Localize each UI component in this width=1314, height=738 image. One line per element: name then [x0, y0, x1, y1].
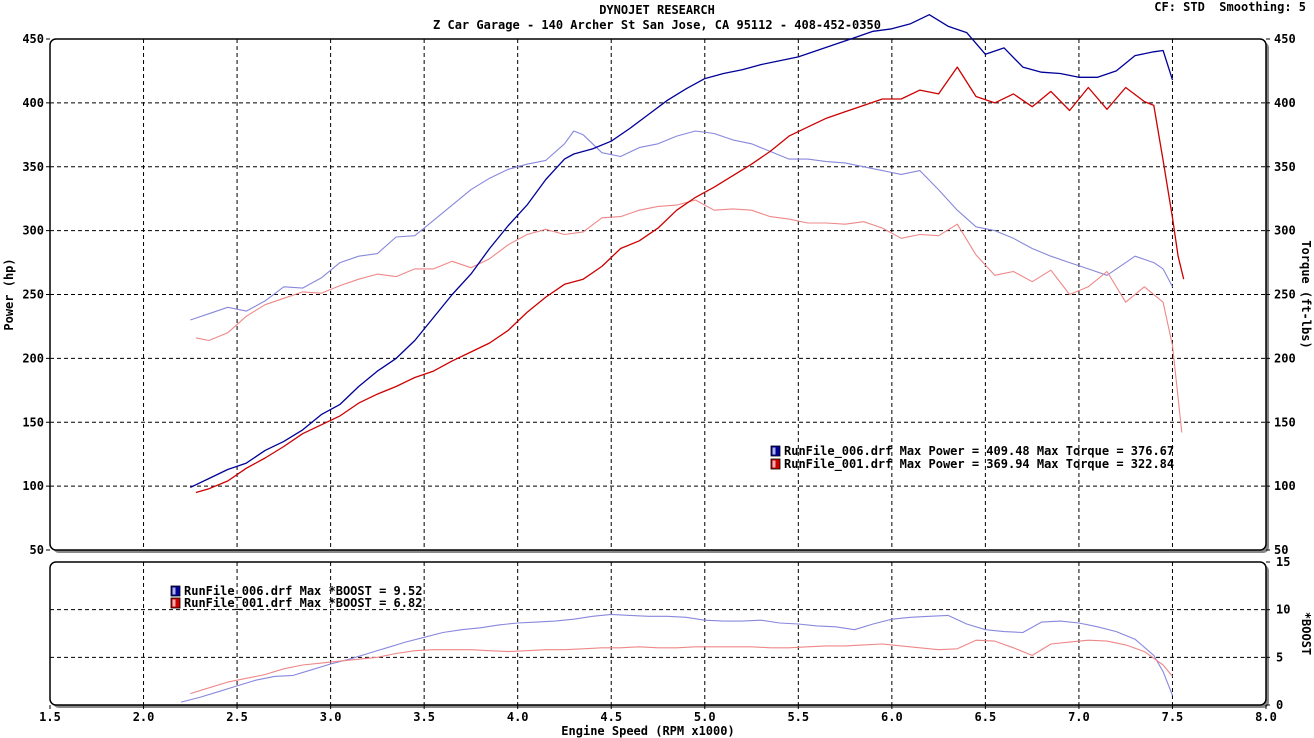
- x-tick-label: 6.5: [975, 710, 997, 724]
- x-tick-label: 7.0: [1068, 710, 1090, 724]
- y-tick-label-left: 450: [22, 32, 44, 46]
- boost-tick-label: 5: [1276, 650, 1283, 664]
- x-tick-label: 5.5: [787, 710, 809, 724]
- legend-entry-boost-1: RunFile_001.drf Max *BOOST = 6.82: [184, 596, 422, 611]
- power-torque-legend: RunFile_006.drf Max Power = 409.48 Max T…: [770, 444, 1174, 472]
- y-tick-label-left: 100: [22, 479, 44, 493]
- boost-axes: 0 5 10 15 *BOOST: [1266, 555, 1313, 712]
- y-tick-label-left: 400: [22, 96, 44, 110]
- x-tick-label: 3.0: [320, 710, 342, 724]
- x-tick-label: 8.0: [1255, 710, 1277, 724]
- y-tick-label-left: 200: [22, 351, 44, 365]
- boost-tick-label: 0: [1276, 698, 1283, 712]
- chart-title: DYNOJET RESEARCH: [599, 3, 715, 17]
- boost-legend: RunFile_006.drf Max *BOOST = 9.52RunFile…: [170, 584, 422, 611]
- boost-tick-label: 15: [1276, 555, 1290, 569]
- series-line-runfile-006-drf-power: [190, 14, 1174, 488]
- legend-swatch-main-1-highlight: [772, 460, 776, 468]
- x-axis-label: Engine Speed (RPM x1000): [561, 724, 734, 738]
- y-tick-label-left: 50: [30, 543, 44, 557]
- y-tick-label-left: 300: [22, 224, 44, 238]
- series-line-runfile-001-drf-power: [195, 66, 1185, 494]
- x-axis: 1.5 2.0 2.5 3.0 3.5 4.0 4.5 5.0 5.5 6.0 6.5 7.0 7.5 8…: [39, 705, 1277, 738]
- x-tick-label: 4.0: [507, 710, 529, 724]
- x-tick-label: 4.5: [600, 710, 622, 724]
- legend-swatch-boost-0-highlight: [172, 587, 176, 595]
- legend-entry-boost-0: RunFile_006.drf Max *BOOST = 9.52: [184, 584, 422, 599]
- boost-frame-rect: [49, 561, 1267, 706]
- y-tick-label-right: 450: [1274, 32, 1296, 46]
- legend-entry-main-1: RunFile_001.drf Max Power = 369.94 Max T…: [784, 457, 1174, 472]
- legend-swatch-main-0-highlight: [772, 447, 776, 455]
- boost-plot-area: [49, 561, 1269, 708]
- boost-grid: [50, 562, 1266, 705]
- y-axis-label-boost: *BOOST: [1299, 612, 1313, 655]
- x-tick-label: 5.0: [694, 710, 716, 724]
- series-line-runfile-001-drf-boost: [190, 639, 1173, 695]
- power-torque-plot-area: [49, 38, 1269, 553]
- power-torque-series: [190, 14, 1185, 494]
- y-tick-label-right: 350: [1274, 160, 1296, 174]
- y-tick-label-left: 150: [22, 415, 44, 429]
- boost-series: [180, 613, 1174, 703]
- power-torque-axes: 50 50 100 100 150 150 200 200 250 250 300 300 350 350…: [2, 32, 1313, 557]
- y-axis-label-power: Power (hp): [2, 258, 16, 330]
- y-tick-label-left: 350: [22, 160, 44, 174]
- y-tick-label-right: 200: [1274, 351, 1296, 365]
- dyno-settings-readout: CF: STD Smoothing: 5: [1154, 0, 1306, 14]
- x-tick-label: 2.0: [133, 710, 155, 724]
- series-line-runfile-006-drf-torque: [190, 130, 1173, 321]
- power-torque-grid: [50, 39, 1266, 550]
- x-tick-label: 2.5: [226, 710, 248, 724]
- y-tick-label-right: 50: [1274, 543, 1288, 557]
- y-tick-label-right: 300: [1274, 224, 1296, 238]
- series-line-runfile-001-drf-torque: [195, 199, 1183, 433]
- boost-tick-label: 10: [1276, 603, 1290, 617]
- y-tick-label-right: 150: [1274, 415, 1296, 429]
- x-tick-label: 3.5: [413, 710, 435, 724]
- legend-entry-main-0: RunFile_006.drf Max Power = 409.48 Max T…: [784, 444, 1174, 459]
- y-tick-label-left: 250: [22, 288, 44, 302]
- y-tick-label-right: 250: [1274, 288, 1296, 302]
- x-tick-label: 1.5: [39, 710, 61, 724]
- x-tick-label: 6.0: [881, 710, 903, 724]
- y-tick-label-right: 100: [1274, 479, 1296, 493]
- y-tick-label-right: 400: [1274, 96, 1296, 110]
- chart-subtitle: Z Car Garage - 140 Archer St San Jose, C…: [433, 18, 881, 32]
- series-line-runfile-006-drf-boost: [180, 613, 1174, 703]
- y-axis-label-torque: Torque (ft-lbs): [1299, 240, 1313, 348]
- legend-swatch-boost-1-highlight: [172, 599, 176, 607]
- x-tick-label: 7.5: [1162, 710, 1184, 724]
